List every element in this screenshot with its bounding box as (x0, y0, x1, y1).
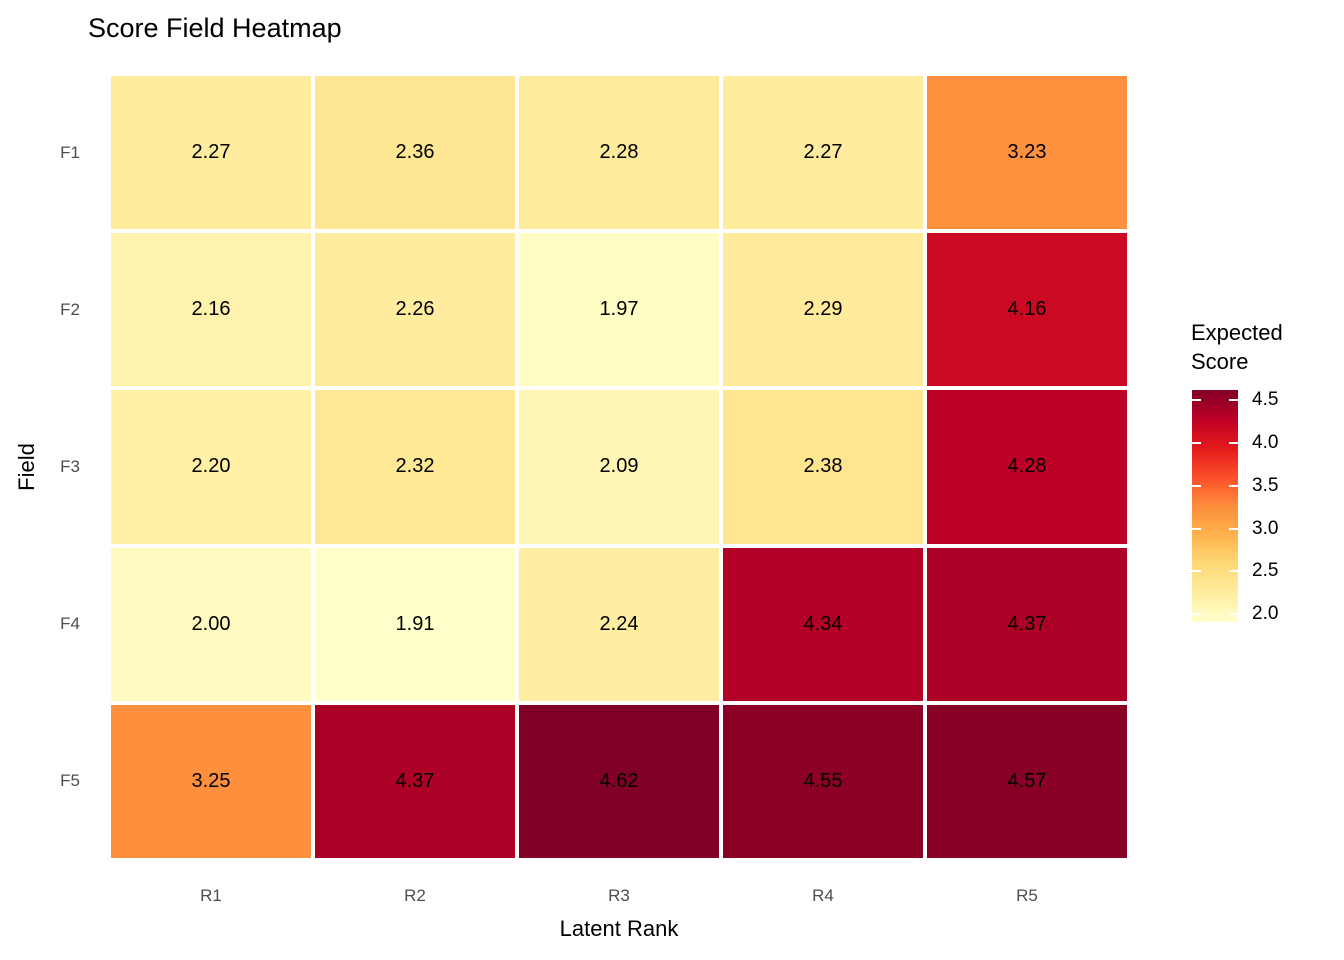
x-tick-label-R1: R1 (200, 886, 222, 905)
heatmap-cell-F1-R2: 2.36 (315, 76, 515, 230)
colorbar-tick-mark (1229, 570, 1238, 573)
heatmap-cell-F1-R1: 2.27 (111, 76, 311, 230)
colorbar-tick-mark (1229, 484, 1238, 487)
chart-title: Score Field Heatmap (88, 13, 342, 43)
legend-title: Expected Score (1191, 320, 1283, 374)
colorbar-tick-mark (1192, 613, 1201, 616)
heatmap-cell-F3-R1: 2.20 (111, 390, 311, 544)
heatmap-cell-F1-R3: 2.28 (519, 76, 719, 230)
colorbar-tick-label-4.5: 4.5 (1252, 389, 1279, 411)
colorbar-tick-mark (1192, 399, 1201, 402)
heatmap-grid: 2.27 2.36 2.28 2.27 3.23 2.16 2.26 1.97 2.29 4.16… (111, 76, 1127, 858)
heatmap-cell-F3-R2: 2.32 (315, 390, 515, 544)
colorbar-tick-label-2.5: 2.5 (1252, 560, 1279, 582)
heatmap-cell-F4-R2: 1.91 (315, 547, 515, 701)
heatmap-cell-F2-R5: 4.16 (927, 233, 1127, 387)
y-tick-label-F3: F3 (60, 457, 80, 476)
heatmap-cell-F4-R1: 2.00 (111, 547, 311, 701)
heatmap-cell-F4-R4: 4.34 (723, 547, 923, 701)
y-tick-label-F1: F1 (60, 142, 80, 162)
heatmap-cell-F5-R3: 4.62 (519, 704, 719, 858)
colorbar-tick-label-2.0: 2.0 (1252, 603, 1279, 625)
heatmap-cell-F2-R4: 2.29 (723, 233, 923, 387)
heatmap-cell-F2-R1: 2.16 (111, 233, 311, 387)
heatmap-cell-F3-R5: 4.28 (927, 390, 1127, 544)
colorbar-tick-mark (1192, 484, 1201, 487)
heatmap-cell-F5-R2: 4.37 (315, 704, 515, 858)
colorbar-tick-mark (1229, 527, 1238, 530)
heatmap-cell-F4-R5: 4.37 (927, 547, 1127, 701)
heatmap-cell-F1-R5: 3.23 (927, 76, 1127, 230)
x-tick-label-R3: R3 (608, 886, 630, 905)
colorbar-tick-label-3.0: 3.0 (1252, 517, 1279, 539)
heatmap-cell-F1-R4: 2.27 (723, 76, 923, 230)
heatmap-cell-F3-R3: 2.09 (519, 390, 719, 544)
colorbar-tick-mark (1229, 613, 1238, 616)
heatmap-cell-F2-R3: 1.97 (519, 233, 719, 387)
colorbar-tick-mark (1229, 442, 1238, 445)
colorbar-tick-mark (1192, 570, 1201, 573)
heatmap-cell-F3-R4: 2.38 (723, 390, 923, 544)
colorbar-tick-mark (1229, 399, 1238, 402)
heatmap-cell-F2-R2: 2.26 (315, 233, 515, 387)
x-axis-title: Latent Rank (559, 916, 679, 941)
y-tick-label-F2: F2 (60, 299, 80, 319)
y-tick-label-F5: F5 (60, 771, 80, 791)
x-tick-label-R5: R5 (1016, 886, 1038, 905)
colorbar-tick-mark (1192, 527, 1201, 530)
colorbar-tick-label-4.0: 4.0 (1252, 432, 1279, 454)
y-axis-title: Field (14, 443, 39, 491)
heatmap-cell-F5-R1: 3.25 (111, 704, 311, 858)
x-tick-label-R2: R2 (404, 886, 426, 905)
heatmap-cell-F5-R5: 4.57 (927, 704, 1127, 858)
heatmap-cell-F5-R4: 4.55 (723, 704, 923, 858)
colorbar-tick-label-3.5: 3.5 (1252, 474, 1279, 496)
y-tick-label-F4: F4 (60, 614, 80, 634)
colorbar-tick-mark (1192, 442, 1201, 445)
heatmap-cell-F4-R3: 2.24 (519, 547, 719, 701)
x-tick-label-R4: R4 (812, 886, 834, 905)
colorbar-gradient (1192, 390, 1238, 622)
